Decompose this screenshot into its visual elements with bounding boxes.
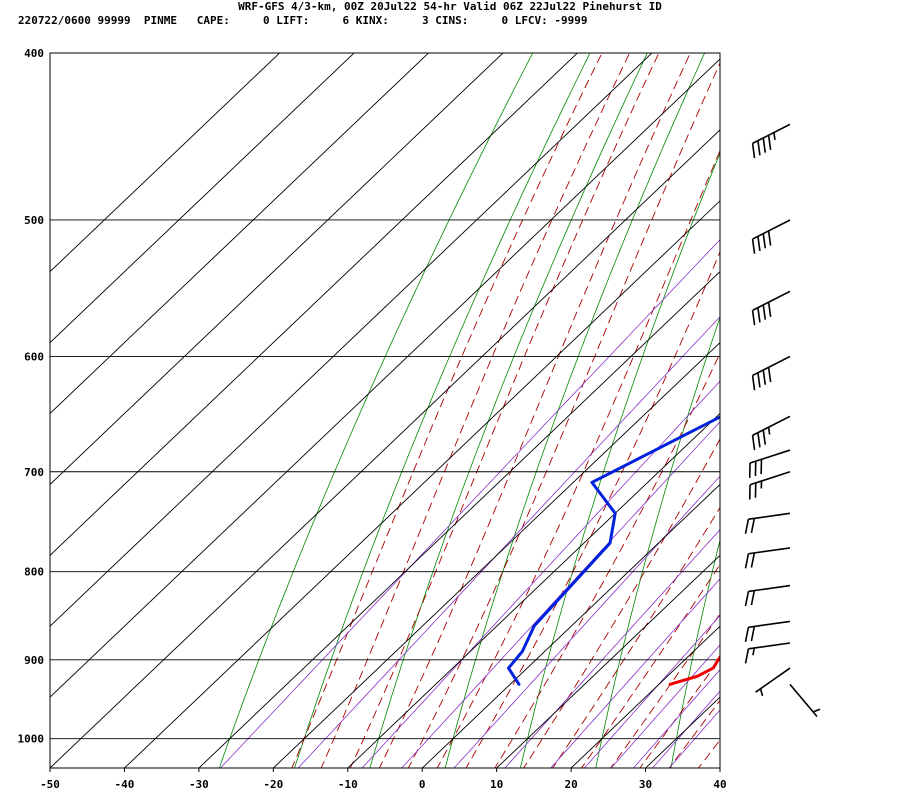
moist-adiabat-line — [494, 352, 720, 768]
isotherm-line — [50, 53, 355, 344]
temperature-tick-label: -50 — [40, 778, 60, 791]
isotherm-line — [198, 271, 720, 768]
isotherm-line — [50, 53, 579, 556]
dry-adiabat-line — [820, 15, 900, 783]
isotherm-line — [50, 53, 653, 627]
isotherm-line — [50, 53, 504, 486]
wind-barb — [751, 355, 791, 391]
isotherm-line — [123, 200, 720, 768]
mixing-ratio-line — [550, 578, 720, 768]
moist-adiabat-line — [552, 506, 720, 768]
temperature-tick-label: 30 — [639, 778, 652, 791]
pressure-tick-label: 900 — [24, 654, 44, 667]
dry-adiabat-line — [519, 152, 720, 768]
temperature-tick-label: -40 — [115, 778, 135, 791]
wind-barb — [751, 219, 791, 254]
dry-adiabat-line — [444, 53, 706, 768]
wind-barb — [744, 620, 791, 642]
temperature-tick-label: -20 — [263, 778, 283, 791]
moist-adiabat-line — [610, 613, 720, 768]
temperature-axis: -50 -40 -30 -20 -10 0 10 20 30 40 — [40, 768, 727, 791]
mixing-ratio-line — [401, 421, 720, 768]
station-indices-line: 220722/0600 99999 PINME CAPE: 0 LIFT: 6 … — [18, 14, 588, 27]
isotherm-line — [496, 554, 720, 768]
wind-barb — [744, 642, 791, 664]
temperature-tick-label: -30 — [189, 778, 209, 791]
isotherm-line — [50, 129, 720, 768]
chart-grid — [50, 15, 900, 783]
chart-title: WRF-GFS 4/3-km, 00Z 20Jul22 54-hr Valid … — [238, 0, 662, 13]
temperature-tick-label: 0 — [419, 778, 426, 791]
moist-adiabat-line — [291, 53, 603, 768]
temperature-tick-label: 20 — [564, 778, 577, 791]
isotherm-line — [50, 53, 430, 415]
mixing-ratio-line — [504, 529, 720, 768]
moist-adiabat-line — [639, 658, 720, 768]
mixing-ratio-line — [219, 239, 720, 768]
moist-adiabat-line — [523, 438, 720, 768]
pressure-tick-label: 800 — [24, 566, 44, 579]
wind-barb — [755, 667, 791, 697]
isotherm-line — [421, 483, 720, 768]
isotherm-line — [719, 767, 720, 768]
mixing-ratio-line — [361, 380, 720, 768]
wind-barb — [748, 470, 791, 500]
isotherm-line — [50, 58, 720, 698]
wind-barb — [748, 449, 791, 478]
wind-barb — [751, 123, 791, 159]
isotherm-line — [347, 412, 720, 768]
isotherm-line — [570, 625, 720, 768]
wind-barb — [751, 290, 791, 326]
mixing-ratio-line — [453, 475, 720, 768]
wind-barb — [744, 547, 791, 569]
wind-barb — [744, 512, 791, 534]
sounding-profiles — [507, 415, 720, 686]
wind-barb — [744, 584, 791, 607]
wind-barb — [751, 415, 791, 451]
mixing-ratio-line — [651, 690, 720, 768]
plot-border — [49, 52, 721, 769]
moist-adiabat-line — [378, 53, 691, 768]
dry-adiabat-line — [294, 53, 591, 768]
pressure-tick-label: 1000 — [18, 733, 45, 746]
dry-adiabat-line — [744, 15, 900, 783]
isotherm-line — [272, 342, 720, 768]
moist-adiabat-line — [436, 149, 720, 768]
mixing-ratio-line — [583, 614, 720, 768]
dry-adiabat-line — [896, 15, 900, 783]
moist-adiabat-line — [320, 53, 631, 768]
moist-adiabat-line — [465, 250, 720, 768]
temperature-tick-label: 10 — [490, 778, 503, 791]
mixing-ratio-line — [632, 669, 720, 768]
wind-barb — [789, 683, 821, 718]
pressure-axis: 400 500 600 700 800 900 1000 — [18, 47, 45, 746]
moist-adiabat-line — [697, 739, 720, 768]
isotherm-line — [50, 53, 281, 273]
moist-adiabat-line — [349, 53, 660, 768]
isobar-lines — [50, 52, 720, 740]
temperature-profile-line — [668, 654, 720, 686]
dry-adiabat-line — [218, 53, 534, 768]
mixing-ratio-line — [297, 316, 720, 768]
pressure-tick-label: 500 — [24, 214, 44, 227]
pressure-tick-label: 400 — [24, 47, 44, 60]
moist-adiabat-line — [581, 563, 720, 768]
temperature-tick-label: -10 — [338, 778, 358, 791]
pressure-tick-label: 700 — [24, 466, 44, 479]
dry-adiabat-line — [369, 53, 648, 768]
temperature-tick-label: 40 — [713, 778, 726, 791]
wind-barb-column — [744, 123, 821, 718]
mixing-ratio-line — [610, 644, 720, 768]
dewpoint-profile-line — [507, 415, 720, 686]
dry-adiabat-line — [670, 538, 720, 768]
pressure-tick-label: 600 — [24, 350, 44, 363]
dry-adiabat-line — [595, 316, 720, 768]
